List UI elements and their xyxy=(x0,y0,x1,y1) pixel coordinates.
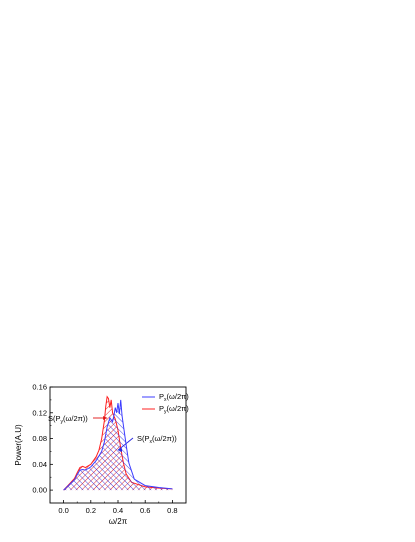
y-tick-label: 0.00 xyxy=(32,486,47,495)
annotation-arrow-head xyxy=(118,448,122,453)
y-tick-label: 0.16 xyxy=(32,383,47,392)
legend-entry-px: Px(ω/2π) xyxy=(159,392,189,403)
x-tick-label: 0.8 xyxy=(167,506,177,515)
x-tick-label: 0.6 xyxy=(140,506,150,515)
x-axis-label: ω/2π xyxy=(109,517,128,526)
series-line-px xyxy=(63,399,173,491)
y-tick-label: 0.08 xyxy=(32,434,47,443)
annotation-arrow-head xyxy=(103,416,108,420)
annotation-py: S(Py(ω/2π)) xyxy=(48,414,88,425)
y-axis-label: Power(A.U) xyxy=(14,424,23,466)
series-area-px xyxy=(63,399,173,491)
x-tick-label: 0.0 xyxy=(58,506,68,515)
x-tick-label: 0.4 xyxy=(113,506,123,515)
y-tick-label: 0.04 xyxy=(32,460,47,469)
legend-entry-py: Py(ω/2π) xyxy=(159,404,189,415)
y-tick-label: 0.12 xyxy=(32,408,47,417)
annotation-arrow-line xyxy=(117,437,134,451)
annotation-px: S(Px(ω/2π)) xyxy=(137,434,177,445)
x-tick-label: 0.2 xyxy=(86,506,96,515)
